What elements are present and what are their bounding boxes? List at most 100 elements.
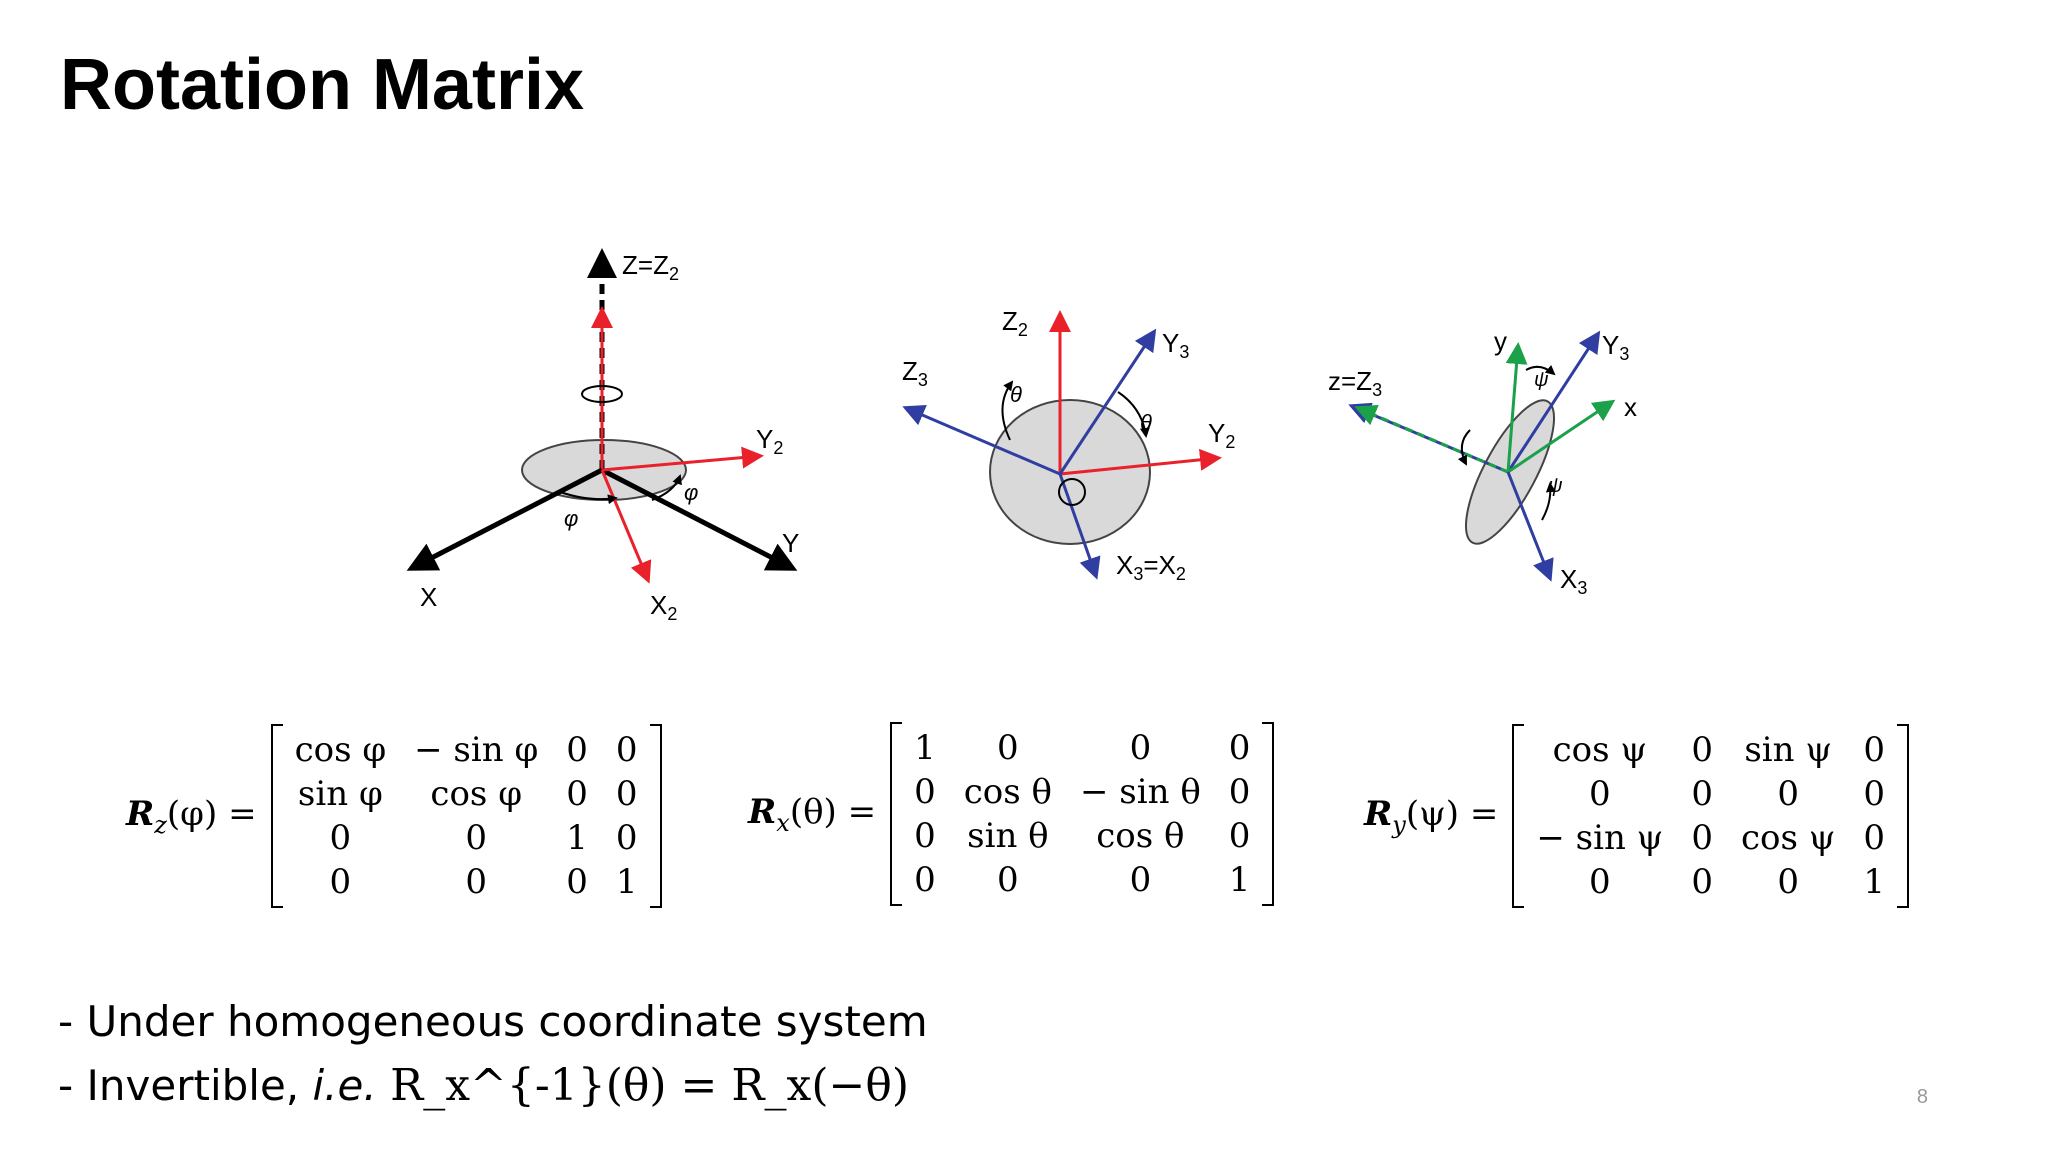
page-number: 8 [1916,1086,1928,1108]
matrix-cell: 0 [615,774,638,814]
matrix-cell: 0 [615,818,638,858]
x-axis [406,467,604,571]
rotation-diagrams: Z=Z2 Y2 Y X X2 φ φ Z2 Z3 Y3 Y2 θ θ X3=X2 [406,248,1637,624]
matrix-cell: 1 [566,818,588,858]
label-y3: Y3 [1602,330,1629,364]
matrix-cell: 1 [914,728,936,768]
matrix-cell: 0 [1589,862,1611,902]
y3-axis [1506,330,1601,473]
matrix-cell: 0 [566,730,588,770]
bullet-ie: i.e. [312,1061,377,1110]
matrix-cell: 0 [1228,728,1251,768]
rotation-arrow-icon [1058,478,1086,506]
diagram-rx: Z2 Z3 Y3 Y2 θ θ X3=X2 [902,306,1235,584]
label-x3: X3 [1560,564,1587,598]
y2-axis [1059,448,1222,476]
label-y: Y [782,528,799,558]
matrix-rx-lhs: Rx(θ) = [748,791,877,837]
y2-axis [601,446,764,472]
matrix-cell: cos ψ [1740,818,1836,858]
matrix-cell: cos θ [1096,816,1185,856]
matrix-cell: 0 [1777,774,1799,814]
matrix-cell: 1 [615,862,638,902]
label-x: x [1624,392,1637,422]
matrix-cell: 0 [1863,818,1886,858]
label-z3: Z3 [902,356,928,390]
label-x3-eq-x2: X3=X2 [1116,550,1186,584]
inverse-formula: R_x^{-1}(θ) = R_x(−θ) [390,1060,910,1111]
label-x: X [420,582,437,612]
matrix-cell: 0 [1863,730,1886,770]
matrix-cell: 0 [997,728,1019,768]
label-z2: Z2 [1002,306,1028,340]
matrix-cell: 0 [1691,862,1713,902]
label-theta-2: θ [1140,410,1152,435]
matrix-cell: 0 [615,730,638,770]
matrix-cell: 0 [465,862,488,902]
matrix-cell: 0 [1228,772,1251,812]
label-z-eq-z2: Z=Z2 [622,250,679,284]
matrix-cell: 0 [997,860,1019,900]
y-axis [600,467,798,571]
matrix-cell: 0 [566,774,588,814]
matrix-cell: 0 [914,860,936,900]
matrix-cell: 1 [1228,860,1251,900]
y-axis [1505,342,1528,473]
matrix-cell: 0 [1589,774,1611,814]
matrix-cell: 0 [1691,818,1713,858]
matrix-cell: 0 [1691,730,1713,770]
matrix-cell: − sin θ [1080,772,1201,812]
label-theta-1: θ [1010,382,1022,407]
matrix-cell: cos θ [963,772,1052,812]
matrix-cell: sin φ [297,774,383,814]
matrix-cell: 0 [1228,816,1251,856]
matrix-cell: − sin ψ [1536,818,1664,858]
x-axis [1507,399,1616,474]
matrix-cell: − sin φ [414,730,539,770]
matrix-cell: 0 [1691,774,1713,814]
x3-axis [1058,473,1101,580]
matrix-cell: sin ψ [1744,730,1833,770]
z-axis [1354,404,1509,474]
bullet-homogeneous: - Under homogeneous coordinate system [58,997,928,1046]
bullet-invertible-text: - Invertible, [58,1061,313,1110]
matrix-cell: 0 [1777,862,1799,902]
diagram-rz: Z=Z2 Y2 Y X X2 φ φ [406,248,799,624]
label-y3: Y3 [1162,328,1189,362]
matrix-cell: 0 [1129,860,1152,900]
matrix-rz-lhs: Rz(φ) = [126,793,257,839]
matrix-cell: 0 [465,818,488,858]
label-phi-1: φ [564,506,578,531]
z3-axis [902,404,1061,476]
matrix-cell: cos φ [430,774,522,814]
matrix-cell: 0 [1863,774,1886,814]
matrix-cell: 0 [1129,728,1152,768]
bullet-list: - Under homogeneous coordinate system - … [58,990,928,1118]
label-x2: X2 [650,590,677,624]
slide-title: Rotation Matrix [60,45,585,125]
label-y2: Y2 [756,424,783,458]
matrix-cell: cos φ [294,730,387,770]
matrix-cell: 1 [1863,862,1886,902]
x2-axis [600,469,652,584]
matrix-cell: 0 [566,862,588,902]
diagram-ry: z=Z3 y Y3 x ψ ψ X3 [1328,326,1637,598]
label-y: y [1494,326,1507,356]
matrix-cell: sin θ [967,816,1049,856]
y3-axis [1058,328,1157,475]
label-psi-2: ψ [1548,475,1563,497]
rotation-arrow-icon [581,385,623,403]
matrix-cell: 0 [914,816,936,856]
matrix-ry-lhs: Ry(ψ) = [1364,793,1499,839]
matrix-cell: cos ψ [1552,730,1648,770]
label-z-eq-z3: z=Z3 [1328,366,1382,400]
bullet-invertible: - Invertible, i.e. R_x^{-1}(θ) = R_x(−θ) [58,1054,928,1118]
label-psi-1: ψ [1534,369,1549,391]
label-y2: Y2 [1208,418,1235,452]
matrix-cell: 0 [914,772,936,812]
label-phi-2: φ [684,480,698,505]
x3-axis [1506,471,1554,582]
